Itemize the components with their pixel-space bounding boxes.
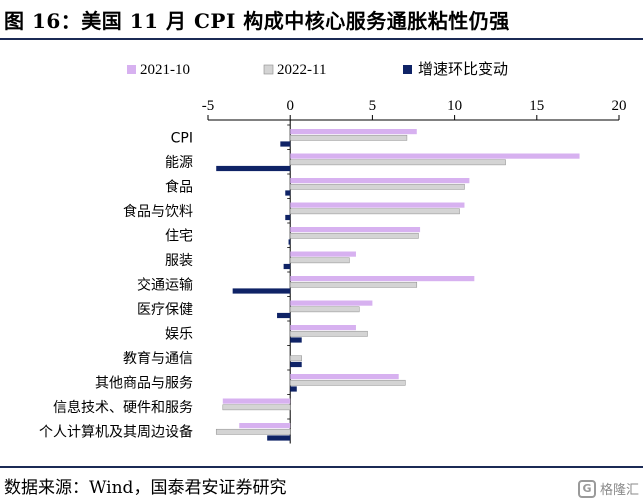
bar-2021-10 bbox=[290, 251, 356, 257]
bar-mom-change bbox=[277, 312, 291, 319]
bar-mom-change bbox=[288, 239, 291, 245]
bar-2022-11 bbox=[289, 183, 465, 190]
bar-mom-change bbox=[232, 288, 291, 294]
legend-swatch-2021 bbox=[127, 65, 136, 74]
bar-2022-11 bbox=[289, 330, 368, 337]
category-label: 食品 bbox=[165, 178, 193, 195]
watermark-text: 格隆汇 bbox=[599, 483, 639, 498]
bar-mom-change bbox=[285, 190, 291, 196]
category-label: 能源 bbox=[165, 155, 193, 171]
bar-2021-10 bbox=[222, 398, 291, 404]
bar-mom-change bbox=[216, 165, 291, 172]
x-tick-label: 5 bbox=[369, 98, 377, 114]
bar-2021-10 bbox=[290, 325, 356, 331]
bar-2022-11 bbox=[222, 404, 291, 411]
bar-2022-11 bbox=[289, 134, 408, 141]
x-tick-label: 20 bbox=[612, 98, 627, 114]
bar-2022-11 bbox=[289, 281, 418, 288]
legend: 2021-10 2022-11 增速环比变动 bbox=[127, 61, 508, 78]
axes: -5 0 5 10 15 20 CPI 能源食品食品与饮料住宅服装交通运输医疗保健娱乐教育与通… bbox=[39, 98, 627, 444]
watermark-logo: G bbox=[577, 479, 596, 498]
source-text: 数据来源：Wind，国泰君安证券研究 bbox=[4, 477, 287, 498]
bar-mom-change bbox=[290, 361, 302, 368]
watermark: G 格隆汇 bbox=[577, 479, 639, 498]
bar-2022-11 bbox=[215, 428, 291, 435]
x-tick-label: 15 bbox=[529, 98, 544, 114]
chart: 2021-10 2022-11 增速环比变动 -5 0 5 10 15 20 CPI 能源食品… bbox=[39, 61, 627, 444]
category-label: 信息技术、硬件和服务 bbox=[53, 399, 193, 416]
bar-2021-10 bbox=[239, 423, 291, 429]
figure-title-text: 图 16：美国 11 月 CPI 构成中核心服务通胀粘性仍强 bbox=[4, 8, 510, 33]
legend-swatch-2022 bbox=[263, 64, 274, 75]
bar-2021-10 bbox=[290, 153, 580, 159]
category-label: CPI bbox=[171, 130, 193, 146]
bar-mom-change bbox=[290, 337, 302, 343]
bar-2022-11 bbox=[289, 257, 350, 264]
category-label: 住宅 bbox=[165, 228, 193, 244]
category-label: 教育与通信 bbox=[123, 351, 193, 367]
bar-mom-change bbox=[290, 386, 297, 392]
legend-label-mom: 增速环比变动 bbox=[418, 61, 508, 78]
bar-2022-11 bbox=[289, 379, 406, 386]
bar-mom-change bbox=[280, 141, 291, 147]
legend-label-2021: 2021-10 bbox=[140, 62, 190, 78]
x-tick-label: 10 bbox=[447, 98, 462, 114]
legend-swatch-mom bbox=[403, 65, 412, 74]
bars bbox=[215, 129, 580, 441]
bar-2021-10 bbox=[290, 276, 475, 282]
category-label: 交通运输 bbox=[137, 276, 193, 293]
bar-2022-11 bbox=[289, 306, 360, 313]
category-label: 服装 bbox=[165, 253, 193, 269]
bar-2021-10 bbox=[290, 300, 373, 306]
bar-2021-10 bbox=[290, 202, 465, 208]
bar-mom-change bbox=[267, 435, 291, 441]
bar-2021-10 bbox=[290, 178, 470, 184]
legend-label-2022: 2022-11 bbox=[277, 62, 326, 78]
x-tick-label: -5 bbox=[202, 98, 215, 114]
bar-2021-10 bbox=[290, 129, 417, 135]
bar-mom-change bbox=[283, 263, 291, 270]
source-note: 数据来源：Wind，国泰君安证券研究 bbox=[0, 466, 643, 502]
category-label: 个人计算机及其周边设备 bbox=[39, 423, 193, 440]
category-label: 医疗保健 bbox=[137, 302, 193, 318]
bar-2021-10 bbox=[290, 227, 421, 233]
category-label: 食品与饮料 bbox=[123, 203, 193, 220]
bar-2021-10 bbox=[290, 374, 399, 380]
bar-2022-11 bbox=[289, 208, 460, 215]
figure-title: 图 16：美国 11 月 CPI 构成中核心服务通胀粘性仍强 bbox=[0, 0, 643, 40]
category-label: 其他商品与服务 bbox=[95, 375, 193, 391]
bar-2022-11 bbox=[289, 232, 419, 239]
bar-2022-11 bbox=[289, 159, 506, 166]
bar-mom-change bbox=[285, 214, 291, 221]
category-label: 娱乐 bbox=[165, 326, 193, 342]
bar-2022-11 bbox=[289, 355, 302, 362]
x-tick-label: 0 bbox=[286, 98, 294, 114]
